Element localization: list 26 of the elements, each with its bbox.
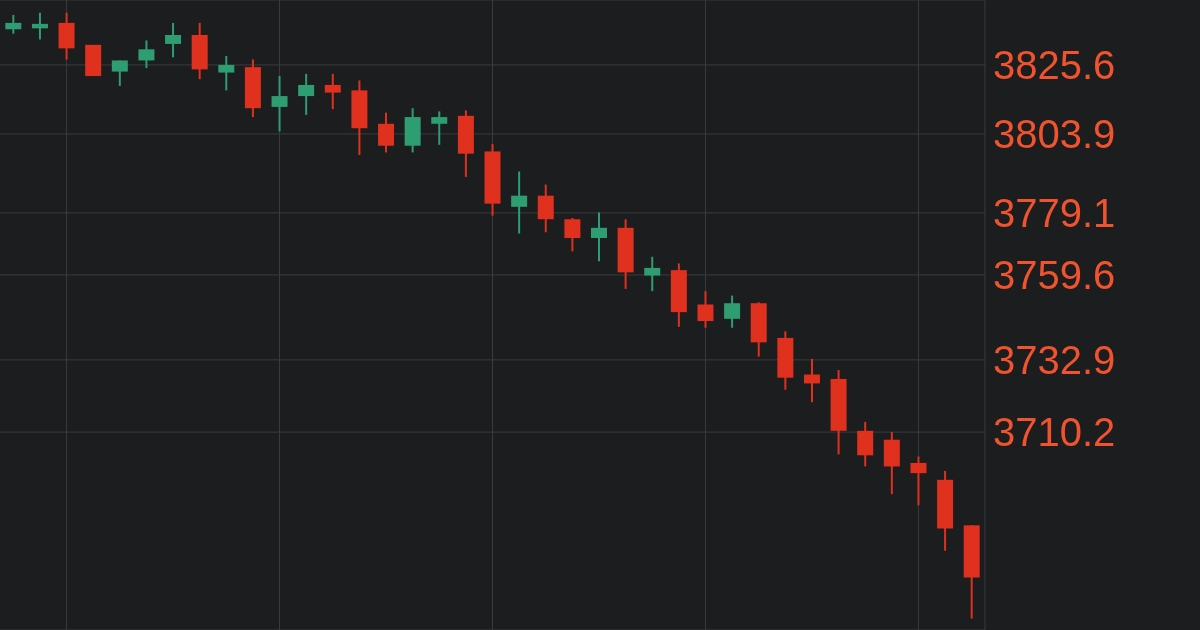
- candlestick: [591, 211, 607, 263]
- candlestick: [537, 183, 554, 234]
- candlestick: [724, 294, 741, 329]
- candlestick: [111, 59, 128, 87]
- candlestick: [511, 170, 528, 235]
- y-tick-label: 3825.6: [993, 43, 1116, 88]
- candlestick: [324, 72, 341, 111]
- y-tick-label: 3710.2: [993, 410, 1116, 455]
- y-tick-label: 3759.6: [993, 253, 1116, 298]
- candlestick: [644, 255, 661, 293]
- candlestick: [31, 11, 48, 41]
- candlestick: [5, 13, 22, 35]
- candlestick: [431, 110, 448, 146]
- candlestick: [910, 455, 927, 507]
- y-tick-label: 3803.9: [993, 112, 1116, 157]
- candlestick: [218, 55, 235, 92]
- candlestick: [803, 357, 820, 404]
- candlestick: [564, 216, 581, 253]
- y-tick-label: 3732.9: [993, 338, 1116, 383]
- candlestick: [298, 72, 315, 116]
- candlestick: [378, 111, 395, 154]
- candlestick: [138, 39, 155, 70]
- candlestick: [271, 75, 288, 133]
- candlestick: [165, 21, 182, 59]
- y-tick-label: 3779.1: [993, 191, 1116, 236]
- candlestick: [697, 290, 714, 329]
